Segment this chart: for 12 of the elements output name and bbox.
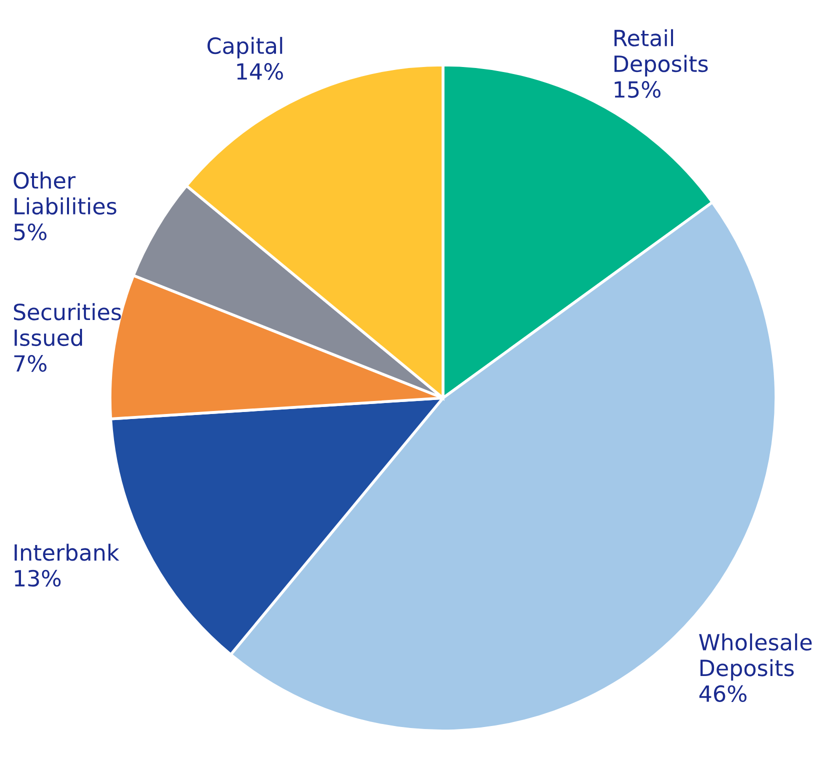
slice-label: Interbank: [14, 544, 120, 561]
slice-label: Retail Deposits: [614, 29, 708, 76]
slice-label: Securities Issued: [14, 303, 121, 346]
slice-label: Wholesale Deposits: [699, 633, 812, 681]
data-label: 15%: [614, 81, 660, 98]
data-label: 46%: [699, 685, 746, 702]
data-label: 7%: [14, 355, 46, 372]
data-label: 5%: [14, 224, 46, 240]
data-label: 13%: [14, 570, 61, 587]
slice-label: Capital: [208, 36, 282, 58]
slice-label: Other Liabilities: [14, 172, 116, 215]
data-label: 14%: [237, 63, 283, 80]
